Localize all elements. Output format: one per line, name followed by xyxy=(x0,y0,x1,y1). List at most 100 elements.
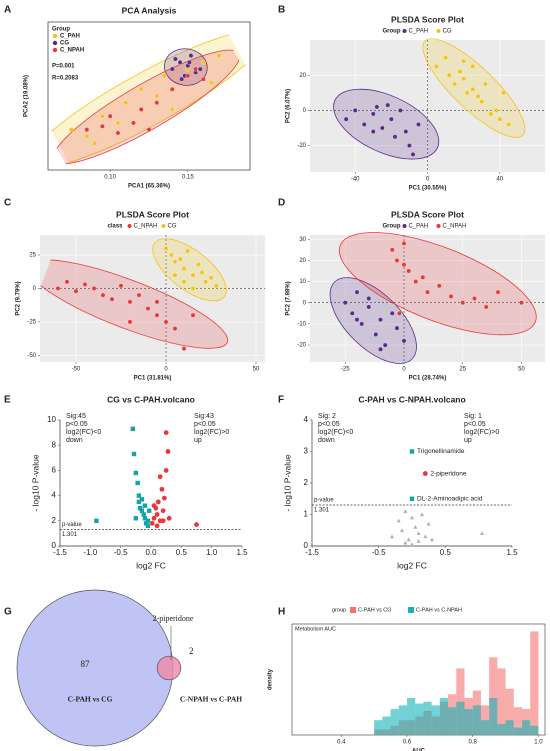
point xyxy=(163,468,169,473)
point xyxy=(354,289,360,295)
point xyxy=(396,310,402,316)
annotation: p<0.05 xyxy=(194,421,216,428)
point xyxy=(410,542,414,547)
point xyxy=(155,499,161,505)
point xyxy=(118,283,124,289)
y-tick-label: 30 xyxy=(299,237,306,243)
set-name: C-NPAH vs C-PAH xyxy=(180,695,242,704)
x-tick-label: 0 xyxy=(164,367,168,373)
histogram-bar xyxy=(505,720,514,735)
point xyxy=(188,53,194,58)
histogram-bar xyxy=(497,723,506,735)
point xyxy=(143,521,149,526)
x-tick-label: -25 xyxy=(341,367,350,373)
x-tick-label: 50 xyxy=(518,367,525,373)
confidence-ellipse xyxy=(333,88,440,160)
panel-letter: G xyxy=(4,607,12,618)
y-tick-label: 0 xyxy=(304,541,309,550)
legend-title: class xyxy=(108,224,124,230)
histogram-bar xyxy=(456,701,465,735)
point xyxy=(488,111,494,117)
point xyxy=(154,512,160,517)
annotation: Sig:45 xyxy=(66,413,86,420)
y-tick-label: 10 xyxy=(47,415,56,424)
chart-title: C-PAH vs C-NPAH.volcano xyxy=(358,394,465,404)
histogram-bar xyxy=(382,716,391,735)
point xyxy=(208,80,214,85)
point xyxy=(400,528,404,532)
point xyxy=(201,60,206,65)
x-tick-label: -0.5 xyxy=(114,548,128,557)
legend-marker xyxy=(436,29,441,33)
point xyxy=(163,246,169,251)
point xyxy=(159,486,165,492)
point xyxy=(123,100,129,106)
point xyxy=(461,58,467,64)
point xyxy=(131,120,136,126)
chart-title: PLSDA Score Plot xyxy=(391,14,464,24)
point-label: Trigonellinamide xyxy=(417,448,465,455)
point xyxy=(100,113,105,119)
x-tick-label: 50 xyxy=(253,367,260,373)
point xyxy=(169,86,175,92)
annotation: p<0.05 xyxy=(66,421,88,428)
point xyxy=(208,275,214,281)
point xyxy=(416,122,421,127)
point xyxy=(165,449,171,454)
y-tick-label: 0 xyxy=(52,541,57,550)
point xyxy=(407,143,412,148)
point xyxy=(154,93,160,99)
point xyxy=(434,64,439,69)
x-axis-label: log2 FC xyxy=(136,560,166,570)
point xyxy=(452,81,457,87)
legend-label: C_PAH xyxy=(60,34,80,40)
legend-marker xyxy=(402,29,407,33)
point xyxy=(137,506,143,511)
point xyxy=(162,73,167,79)
y-tick-label: 8 xyxy=(52,440,57,449)
histogram-bar xyxy=(489,698,498,735)
intersection-label: 2-piperidone xyxy=(153,614,194,623)
y-tick-label: 3 xyxy=(304,447,309,456)
x-axis-label: log2 FC xyxy=(397,560,427,570)
histogram-bar xyxy=(415,703,424,735)
x-tick-label: 40 xyxy=(496,177,503,183)
point xyxy=(352,108,358,113)
point xyxy=(378,346,383,352)
panel-letter: E xyxy=(4,395,11,406)
threshold-label: p-value xyxy=(314,498,334,504)
point xyxy=(475,93,481,99)
point xyxy=(460,300,466,306)
x-tick-label: 0 xyxy=(426,177,430,183)
legend-label: C_NPAH xyxy=(60,48,84,54)
point xyxy=(422,471,428,476)
point xyxy=(470,64,476,69)
point xyxy=(382,342,388,348)
point xyxy=(394,258,400,263)
point xyxy=(185,248,190,254)
legend-marker xyxy=(52,33,58,39)
x-tick-label: 0.6 xyxy=(403,740,412,746)
point xyxy=(185,73,191,79)
y-tick-label: 20 xyxy=(299,258,306,264)
y-tick-label: 20 xyxy=(299,73,306,79)
chart-title: PCA Analysis xyxy=(122,5,177,15)
point xyxy=(146,508,152,513)
chart-title: CG vs C-PAH.volcano xyxy=(107,394,195,404)
y-tick-label: 6 xyxy=(52,466,57,475)
point xyxy=(193,66,198,72)
y-tick-label: -50 xyxy=(27,353,36,359)
point xyxy=(109,296,115,302)
point xyxy=(410,152,416,157)
annotation: log2(FC)>0 xyxy=(464,429,499,436)
point xyxy=(169,66,175,72)
x-tick-label: 0.15 xyxy=(182,175,194,181)
y-tick-label: 1 xyxy=(304,510,309,519)
x-tick-label: 0.8 xyxy=(469,740,478,746)
annotation: up xyxy=(194,437,202,444)
point xyxy=(366,304,372,310)
point xyxy=(181,279,187,285)
legend-label: C_NPAH xyxy=(443,224,467,230)
x-tick-label: -1.5 xyxy=(53,548,67,557)
panel-letter: C xyxy=(4,198,11,209)
